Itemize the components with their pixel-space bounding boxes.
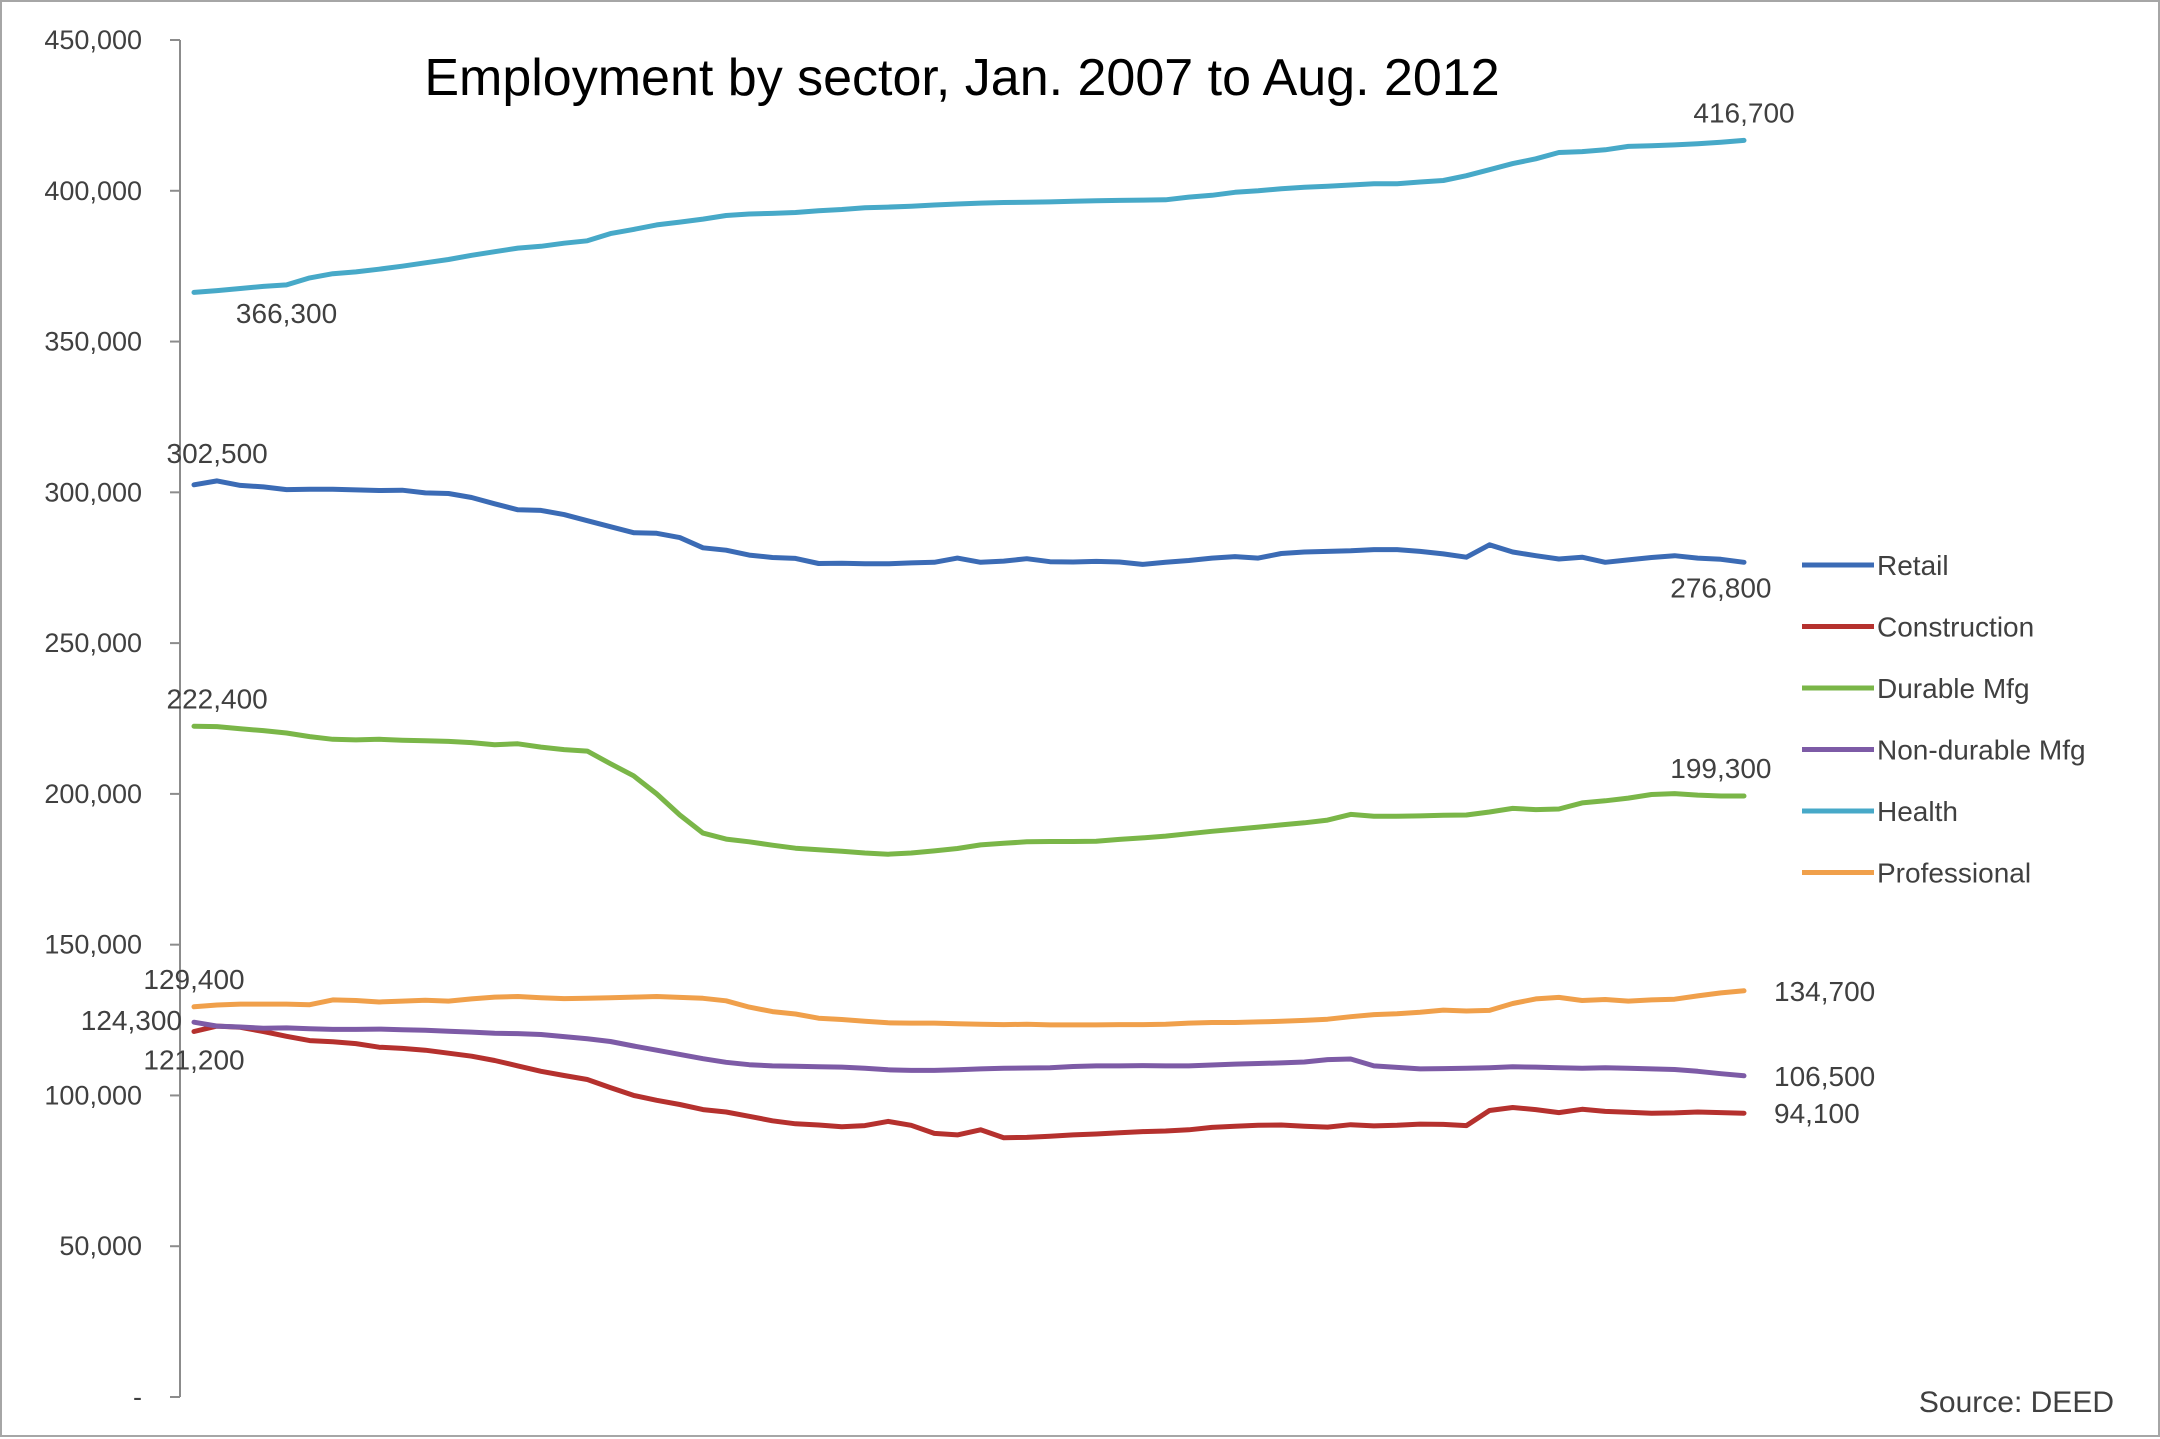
data-label: 199,300: [1670, 753, 1771, 784]
legend-label: Durable Mfg: [1877, 673, 2030, 704]
y-tick-label: 50,000: [59, 1231, 142, 1261]
y-tick-label: 300,000: [44, 477, 142, 507]
series-line-health: [191, 137, 1747, 295]
y-tick-label: 250,000: [44, 628, 142, 658]
series-line-durable-mfg: [191, 723, 1747, 857]
chart-title: Employment by sector, Jan. 2007 to Aug. …: [424, 49, 1499, 107]
data-label: 134,700: [1774, 976, 1875, 1007]
series-lines: [191, 137, 1747, 1141]
legend-label: Retail: [1877, 550, 1949, 581]
data-labels: 302,500 276,800 121,200 94,100 222,400 199,30…: [81, 97, 1875, 1129]
series-line-non-durable-mfg: [191, 1019, 1747, 1079]
y-tick-label: 450,000: [44, 25, 142, 55]
y-tick-label: 200,000: [44, 779, 142, 809]
data-label: 302,500: [167, 438, 268, 469]
data-label: 121,200: [143, 1045, 244, 1076]
legend-label: Construction: [1877, 612, 2034, 643]
data-label: 416,700: [1693, 97, 1794, 128]
data-label: 106,500: [1774, 1061, 1875, 1092]
legend: Retail Construction Durable Mfg Non-durable…: [1802, 550, 2086, 889]
series-line-retail: [191, 478, 1747, 567]
y-axis: - 50,000 100,000 150,000 200,000 250,000 300,0…: [44, 25, 181, 1412]
y-tick-label: 400,000: [44, 176, 142, 206]
legend-label: Non-durable Mfg: [1877, 735, 2086, 766]
y-tick-label: 350,000: [44, 327, 142, 357]
data-label: 222,400: [167, 684, 268, 715]
legend-label: Health: [1877, 796, 1958, 827]
y-tick-label: -: [133, 1382, 142, 1412]
data-label: 366,300: [236, 298, 337, 329]
legend-label: Professional: [1877, 858, 2031, 889]
data-label: 129,400: [143, 964, 244, 995]
series-line-professional: [191, 988, 1747, 1028]
data-label: 276,800: [1670, 572, 1771, 603]
series-line-construction: [191, 1023, 1747, 1141]
data-label: 124,300: [81, 1005, 182, 1036]
y-tick-label: 150,000: [44, 930, 142, 960]
source-note: Source: DEED: [1919, 1386, 2114, 1419]
data-label: 94,100: [1774, 1098, 1860, 1129]
y-tick-label: 100,000: [44, 1080, 142, 1110]
